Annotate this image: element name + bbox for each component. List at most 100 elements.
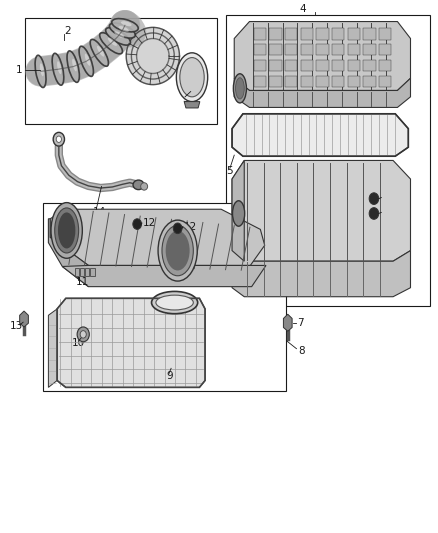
Circle shape bbox=[369, 193, 379, 205]
Bar bbox=[379, 76, 391, 87]
Ellipse shape bbox=[110, 23, 135, 38]
Text: 6: 6 bbox=[382, 207, 389, 217]
Bar bbox=[85, 268, 89, 276]
Ellipse shape bbox=[158, 220, 197, 281]
Bar bbox=[254, 28, 266, 39]
Ellipse shape bbox=[57, 61, 61, 74]
Ellipse shape bbox=[233, 74, 247, 103]
Text: 8: 8 bbox=[298, 346, 305, 357]
Ellipse shape bbox=[90, 39, 109, 66]
Bar bbox=[379, 60, 391, 71]
Ellipse shape bbox=[106, 28, 131, 45]
Bar bbox=[285, 60, 297, 71]
Text: 7: 7 bbox=[297, 318, 304, 328]
Text: 10: 10 bbox=[72, 338, 85, 348]
Ellipse shape bbox=[152, 292, 198, 314]
Bar bbox=[254, 44, 266, 55]
Circle shape bbox=[133, 219, 141, 229]
Bar bbox=[80, 268, 84, 276]
Ellipse shape bbox=[114, 31, 124, 38]
Polygon shape bbox=[62, 265, 266, 287]
Ellipse shape bbox=[85, 54, 90, 66]
Ellipse shape bbox=[55, 208, 79, 253]
Bar bbox=[332, 28, 344, 39]
Bar bbox=[90, 268, 95, 276]
Bar bbox=[364, 44, 376, 55]
Text: 13: 13 bbox=[10, 321, 23, 331]
Text: 2: 2 bbox=[64, 26, 71, 36]
Bar bbox=[285, 76, 297, 87]
Ellipse shape bbox=[40, 63, 44, 76]
Ellipse shape bbox=[119, 26, 129, 32]
Bar bbox=[74, 268, 79, 276]
Bar bbox=[332, 44, 344, 55]
Bar bbox=[332, 76, 344, 87]
Bar bbox=[379, 28, 391, 39]
Ellipse shape bbox=[97, 46, 104, 56]
Bar bbox=[285, 28, 297, 39]
Text: 11: 11 bbox=[75, 277, 88, 287]
Circle shape bbox=[369, 208, 379, 219]
Polygon shape bbox=[232, 160, 410, 261]
Ellipse shape bbox=[79, 46, 93, 76]
Bar bbox=[269, 44, 282, 55]
Bar bbox=[348, 60, 360, 71]
Text: 6: 6 bbox=[382, 192, 389, 203]
Ellipse shape bbox=[236, 78, 244, 99]
Bar bbox=[364, 28, 376, 39]
Circle shape bbox=[80, 330, 86, 338]
Ellipse shape bbox=[156, 295, 193, 310]
Text: 9: 9 bbox=[166, 371, 173, 381]
Ellipse shape bbox=[52, 53, 64, 85]
Ellipse shape bbox=[166, 231, 190, 270]
Polygon shape bbox=[283, 314, 292, 331]
Bar bbox=[254, 76, 266, 87]
Text: 3: 3 bbox=[182, 94, 189, 104]
Bar bbox=[317, 44, 328, 55]
Bar bbox=[25, 18, 217, 124]
Bar bbox=[269, 76, 282, 87]
Ellipse shape bbox=[100, 33, 123, 54]
Bar bbox=[332, 60, 344, 71]
Text: 5: 5 bbox=[226, 166, 233, 176]
Ellipse shape bbox=[233, 201, 245, 226]
Polygon shape bbox=[232, 160, 244, 261]
Bar bbox=[364, 60, 376, 71]
Text: 14: 14 bbox=[93, 207, 106, 217]
Ellipse shape bbox=[35, 55, 46, 87]
Polygon shape bbox=[234, 21, 410, 91]
Ellipse shape bbox=[67, 51, 79, 82]
Bar bbox=[379, 44, 391, 55]
Ellipse shape bbox=[177, 53, 208, 102]
Bar bbox=[269, 60, 282, 71]
Bar bbox=[348, 76, 360, 87]
Text: 12: 12 bbox=[184, 222, 198, 232]
Text: 4: 4 bbox=[300, 4, 306, 14]
Polygon shape bbox=[57, 298, 205, 387]
Polygon shape bbox=[20, 311, 28, 327]
Bar bbox=[317, 60, 328, 71]
Bar bbox=[317, 76, 328, 87]
Bar bbox=[43, 203, 286, 391]
Polygon shape bbox=[126, 27, 180, 85]
Polygon shape bbox=[48, 219, 88, 287]
Ellipse shape bbox=[112, 19, 138, 32]
Bar bbox=[254, 60, 266, 71]
Ellipse shape bbox=[121, 21, 132, 26]
Ellipse shape bbox=[108, 37, 117, 46]
Circle shape bbox=[56, 136, 61, 142]
Text: 12: 12 bbox=[143, 218, 156, 228]
Polygon shape bbox=[184, 102, 200, 108]
Bar bbox=[348, 44, 360, 55]
Bar bbox=[301, 60, 313, 71]
Polygon shape bbox=[50, 209, 265, 265]
Bar bbox=[269, 28, 282, 39]
Bar bbox=[301, 28, 313, 39]
Circle shape bbox=[53, 132, 64, 146]
Bar bbox=[317, 28, 328, 39]
Text: 9: 9 bbox=[166, 372, 173, 382]
Ellipse shape bbox=[180, 58, 204, 97]
Circle shape bbox=[173, 223, 182, 233]
Polygon shape bbox=[232, 251, 410, 297]
Bar bbox=[301, 44, 313, 55]
